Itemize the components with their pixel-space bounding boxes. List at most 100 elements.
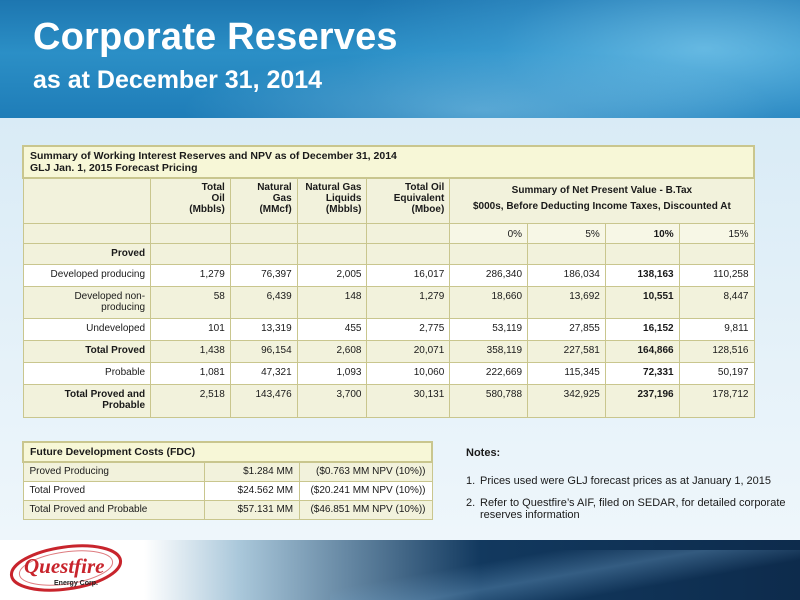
cell-npv15: 128,516	[678, 339, 755, 363]
cell-ngl: 2,608	[296, 339, 368, 363]
col-header-oil-line3: (Mbbls)	[189, 204, 225, 215]
rate-row-stub	[22, 222, 152, 244]
row-label: Developed non-producing	[22, 285, 152, 319]
notes-title: Notes:	[466, 447, 501, 459]
col-header-boe-line2: Equivalent	[393, 193, 445, 204]
cell-npv15: 9,811	[678, 317, 755, 341]
note-item-2: 2. Refer to Questfire’s AIF, filed on SED…	[466, 497, 795, 521]
reserves-caption-line1: Summary of Working Interest Reserves and…	[30, 150, 397, 162]
col-header-gas-line3: (MMcf)	[259, 204, 292, 215]
fdc-row-npv: ($0.763 MM NPV (10%))	[299, 461, 433, 482]
row-label: Total Proved and Probable	[22, 383, 152, 418]
col-header-boe-line1: Total Oil	[405, 182, 445, 193]
col-header-gas: Natural Gas (MMcf)	[229, 177, 298, 224]
blank-cell	[678, 242, 755, 265]
fdc-title: Future Development Costs (FDC)	[22, 441, 433, 463]
cell-gas: 6,439	[229, 285, 298, 319]
cell-npv5: 342,925	[527, 383, 606, 418]
rate-15: 15%	[678, 222, 755, 244]
cell-oil: 101	[150, 317, 231, 341]
note-number: 1.	[466, 475, 476, 487]
cell-npv5: 115,345	[527, 361, 606, 385]
blank-cell	[527, 242, 606, 265]
cell-ngl: 1,093	[296, 361, 368, 385]
fdc-row: Proved Producing $1.284 MM ($0.763 MM NP…	[22, 461, 433, 482]
header-glow	[340, 0, 800, 118]
blank-cell	[150, 242, 231, 265]
blank-cell	[449, 242, 529, 265]
blank-cell	[229, 242, 298, 265]
note-number: 2.	[466, 497, 476, 509]
fdc-row: Total Proved $24.562 MM ($20.241 MM NPV …	[22, 480, 433, 501]
cell-oil: 58	[150, 285, 231, 319]
blank-cell	[604, 242, 680, 265]
col-header-gas-line1: Natural	[257, 182, 292, 193]
fdc-table: Future Development Costs (FDC) Proved Pr…	[22, 441, 433, 520]
rate-5: 5%	[527, 222, 606, 244]
cell-npv5: 27,855	[527, 317, 606, 341]
fdc-row-label: Total Proved	[22, 480, 205, 501]
footer-band	[0, 540, 800, 600]
col-header-boe: Total Oil Equivalent (Mboe)	[366, 177, 451, 224]
fdc-row-label: Proved Producing	[22, 461, 205, 482]
cell-ngl: 3,700	[296, 383, 368, 418]
cell-boe: 20,071	[366, 339, 451, 363]
fdc-row-cost: $24.562 MM	[203, 480, 301, 501]
fdc-row-cost: $57.131 MM	[203, 499, 301, 520]
rate-row-blank	[229, 222, 298, 244]
table-row: Developed non-producing 58 6,439 148 1,2…	[22, 285, 755, 319]
logo-name: Questfire	[24, 554, 105, 578]
reserves-caption-line2: GLJ Jan. 1, 2015 Forecast Pricing	[30, 162, 198, 174]
rate-0: 0%	[449, 222, 529, 244]
blank-cell	[366, 242, 451, 265]
cell-npv5: 227,581	[527, 339, 606, 363]
footer-streak	[330, 550, 800, 600]
cell-npv0: 358,119	[449, 339, 529, 363]
table-row: Undeveloped 101 13,319 455 2,775 53,119 …	[22, 317, 755, 341]
cell-npv15: 8,447	[678, 285, 755, 319]
page-title: Corporate Reserves	[33, 16, 398, 58]
cell-npv5: 186,034	[527, 263, 606, 287]
row-label: Total Proved	[22, 339, 152, 363]
rate-row-blank	[296, 222, 368, 244]
cell-npv10: 16,152	[604, 317, 680, 341]
col-header-oil: Total Oil (Mbbls)	[150, 177, 231, 224]
cell-ngl: 148	[296, 285, 368, 319]
note-text: Refer to Questfire’s AIF, filed on SEDAR…	[480, 497, 786, 521]
reserves-table: Summary of Working Interest Reserves and…	[22, 145, 755, 418]
cell-npv15: 50,197	[678, 361, 755, 385]
cell-npv0: 53,119	[449, 317, 529, 341]
col-header-boe-line3: (Mboe)	[411, 204, 445, 215]
npv-header-line2: $000s, Before Deducting Income Taxes, Di…	[472, 201, 731, 212]
cell-gas: 143,476	[229, 383, 298, 418]
col-header-gas-line2: Gas	[272, 193, 292, 204]
cell-npv0: 18,660	[449, 285, 529, 319]
npv-header-line1: Summary of Net Present Value - B.Tax	[511, 185, 693, 196]
fdc-row-npv: ($20.241 MM NPV (10%))	[299, 480, 433, 501]
header-stub-cell	[22, 177, 152, 224]
page-subtitle: as at December 31, 2014	[33, 66, 323, 94]
cell-boe: 10,060	[366, 361, 451, 385]
row-label: Undeveloped	[22, 317, 152, 341]
row-label: Developed producing	[22, 263, 152, 287]
section-row-proved: Proved	[22, 242, 755, 265]
cell-npv10: 72,331	[604, 361, 680, 385]
col-header-ngl-line3: (Mbbls)	[325, 204, 362, 215]
rate-row-blank	[366, 222, 451, 244]
cell-oil: 1,279	[150, 263, 231, 287]
blank-cell	[296, 242, 368, 265]
cell-boe: 1,279	[366, 285, 451, 319]
cell-npv15: 178,712	[678, 383, 755, 418]
fdc-row-label: Total Proved and Probable	[22, 499, 205, 520]
fdc-row-npv: ($46.851 MM NPV (10%))	[299, 499, 433, 520]
cell-gas: 13,319	[229, 317, 298, 341]
table-row: Total Proved and Probable 2,518 143,476 …	[22, 383, 755, 418]
table-row: Total Proved 1,438 96,154 2,608 20,071 3…	[22, 339, 755, 363]
cell-boe: 30,131	[366, 383, 451, 418]
cell-gas: 76,397	[229, 263, 298, 287]
cell-npv10: 10,551	[604, 285, 680, 319]
logo-tagline: Energy Corp.	[54, 580, 98, 587]
row-label: Probable	[22, 361, 152, 385]
note-item-1: 1. Prices used were GLJ forecast prices a…	[466, 475, 795, 487]
cell-npv0: 580,788	[449, 383, 529, 418]
